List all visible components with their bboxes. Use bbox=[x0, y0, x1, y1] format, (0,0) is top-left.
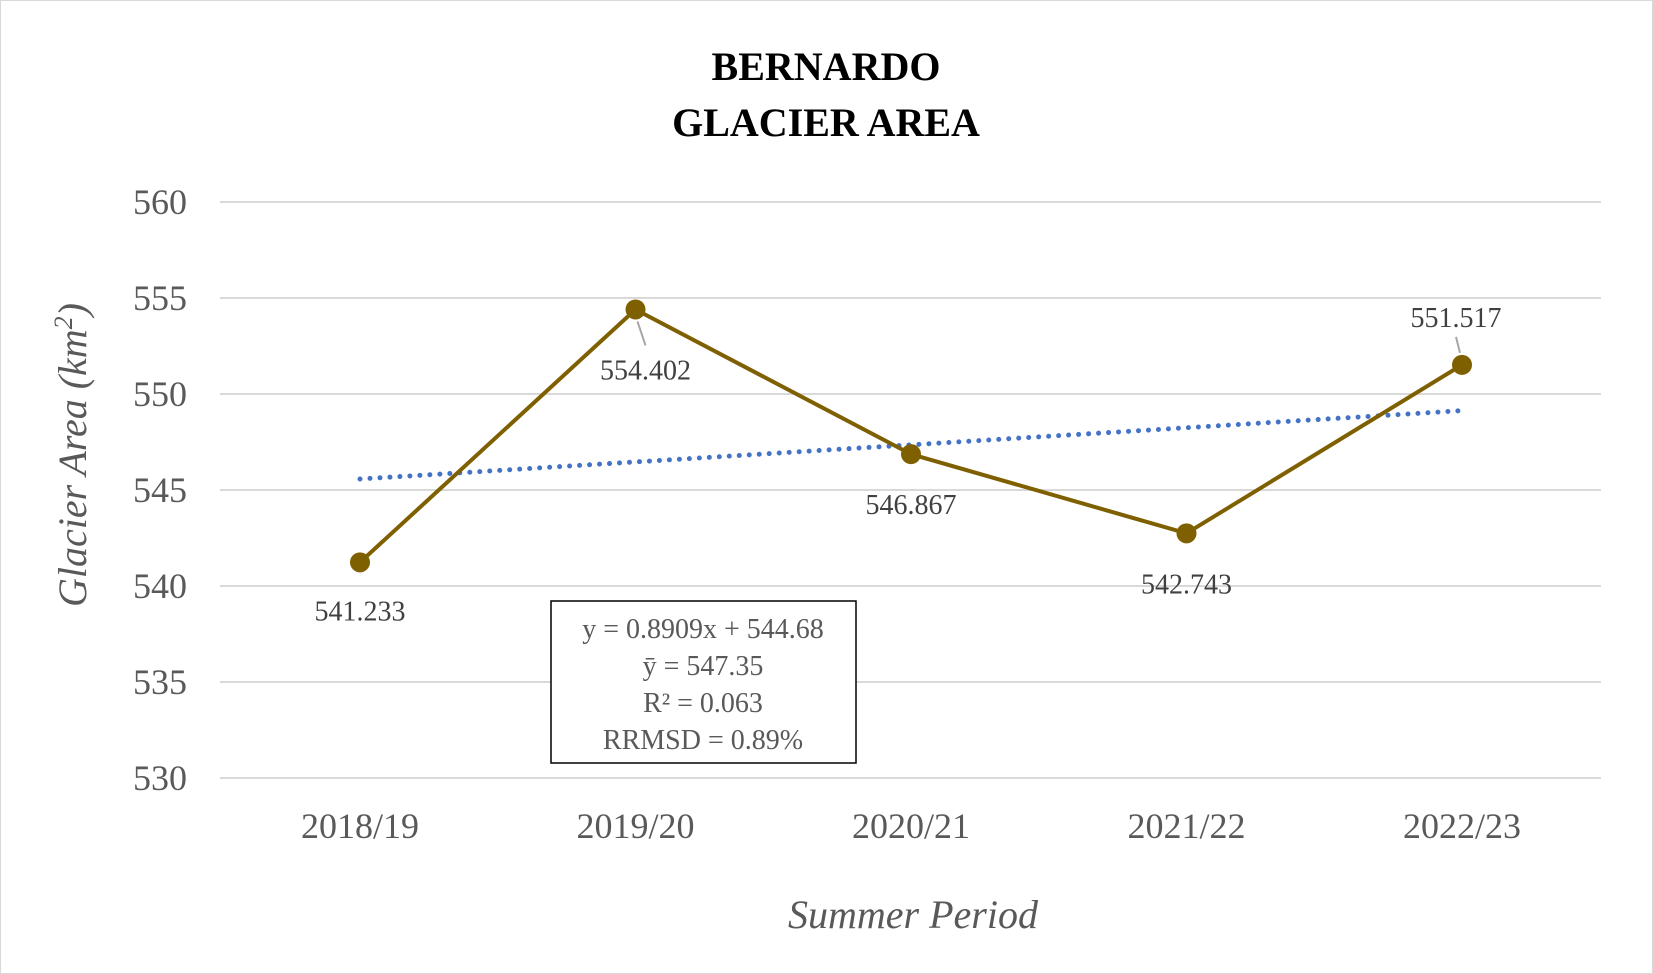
data-label: 551.517 bbox=[1411, 303, 1502, 334]
stats-rrmsd: RRMSD = 0.89% bbox=[603, 725, 803, 756]
x-axis-ticks: 2018/19 2019/20 2020/21 2021/22 2022/23 bbox=[301, 806, 1521, 846]
data-point bbox=[1452, 354, 1472, 375]
data-labels-group: 541.233 554.402 546.867 542.743 551.517 bbox=[315, 303, 1502, 627]
data-point bbox=[901, 444, 921, 465]
regression-stats-box: y = 0.8909x + 544.68 ȳ = 547.35 R² = 0.0… bbox=[550, 600, 857, 764]
chart-title-line-1: BERNARDO bbox=[712, 44, 941, 89]
y-axis-title-end: ) bbox=[50, 303, 95, 318]
gridlines bbox=[220, 201, 1601, 779]
data-point bbox=[625, 299, 646, 320]
data-point bbox=[1176, 523, 1197, 544]
chart-title-line-2: GLACIER AREA bbox=[672, 100, 980, 145]
y-tick-label: 555 bbox=[133, 278, 187, 318]
y-tick-label: 535 bbox=[133, 662, 187, 702]
x-tick-label: 2020/21 bbox=[852, 806, 970, 846]
x-tick-label: 2022/23 bbox=[1403, 806, 1521, 846]
leader-line bbox=[636, 321, 647, 346]
series-group bbox=[350, 299, 1472, 573]
leader-line bbox=[1455, 336, 1461, 354]
y-tick-label: 530 bbox=[133, 758, 187, 798]
x-tick-label: 2018/19 bbox=[301, 806, 419, 846]
data-label: 546.867 bbox=[866, 490, 957, 521]
stats-r-squared: R² = 0.063 bbox=[643, 688, 763, 719]
y-tick-label: 550 bbox=[133, 374, 187, 414]
y-axis-title: Glacier Area (km2) bbox=[49, 303, 95, 607]
y-tick-label: 545 bbox=[133, 470, 187, 510]
data-label: 542.743 bbox=[1141, 569, 1232, 600]
series-line bbox=[358, 307, 1464, 564]
x-tick-label: 2021/22 bbox=[1127, 806, 1245, 846]
data-label: 554.402 bbox=[600, 355, 691, 386]
y-axis-title-superscript: 2 bbox=[49, 316, 78, 329]
y-tick-label: 540 bbox=[133, 566, 187, 606]
data-point bbox=[350, 552, 370, 573]
stats-box-border bbox=[550, 600, 857, 764]
x-tick-label: 2019/20 bbox=[576, 806, 694, 846]
stats-mean: ȳ = 547.35 bbox=[643, 651, 764, 682]
x-axis-title: Summer Period bbox=[788, 892, 1039, 937]
y-axis-title-main: Glacier Area (km bbox=[50, 329, 95, 607]
y-axis-ticks: 530 535 540 545 550 555 560 bbox=[133, 182, 187, 798]
stats-equation: y = 0.8909x + 544.68 bbox=[582, 614, 824, 645]
data-label: 541.233 bbox=[315, 596, 406, 627]
y-tick-label: 560 bbox=[133, 182, 187, 222]
